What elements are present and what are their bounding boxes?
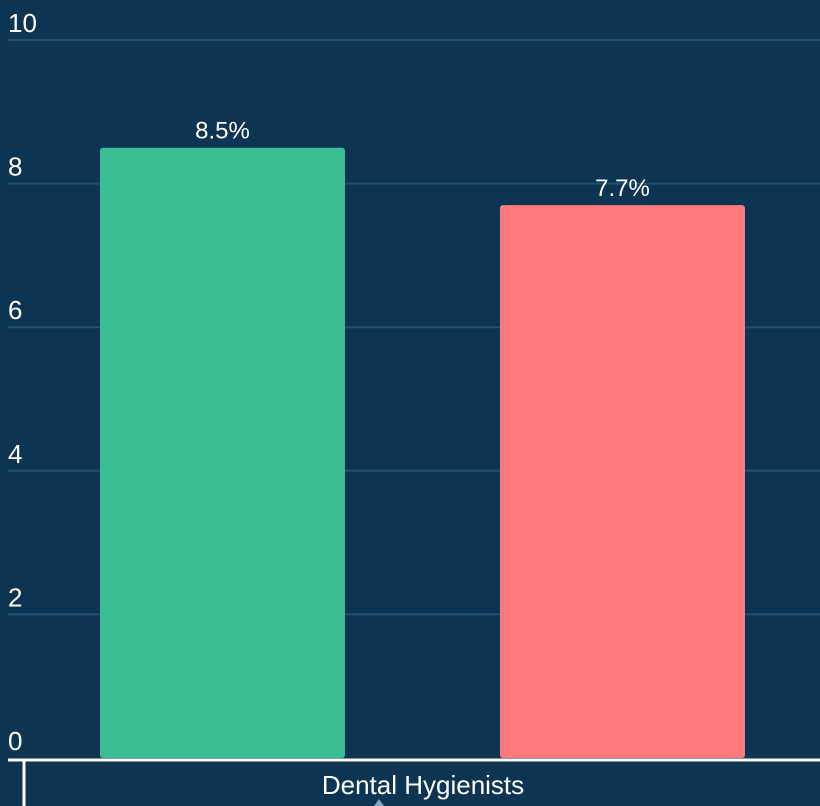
y-tick-label: 2 [8, 582, 22, 612]
y-axis-ticks: 0 2 4 6 8 10 [8, 8, 37, 756]
y-tick-label: 10 [8, 8, 37, 38]
data-label: 7.7% [595, 175, 650, 202]
y-tick-label: 8 [8, 152, 22, 182]
data-label: 8.5% [195, 118, 250, 145]
bars [100, 147, 745, 758]
bar [100, 147, 345, 758]
y-tick-label: 4 [8, 439, 22, 469]
y-tick-label: 0 [8, 726, 22, 756]
x-tick-label: Dental Hygienists [322, 770, 524, 800]
caret-up-icon [374, 799, 384, 806]
x-axis: Dental Hygienists [8, 758, 820, 806]
data-labels: 8.5% 7.7% [195, 118, 650, 202]
bar [500, 205, 745, 758]
y-tick-label: 6 [8, 295, 22, 325]
